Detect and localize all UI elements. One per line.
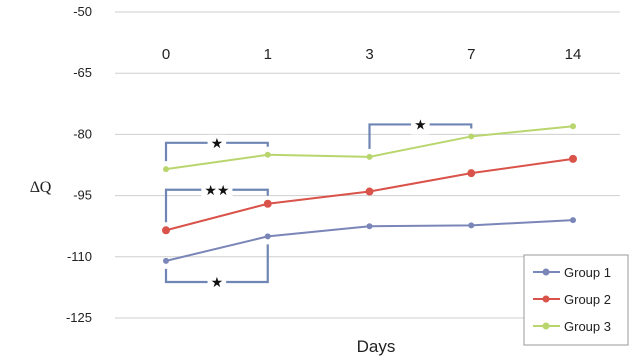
data-point xyxy=(570,123,576,130)
x-axis-ticks: 0 1 3 7 14 xyxy=(162,46,582,63)
gridlines xyxy=(115,11,620,319)
y-tick-label: -95 xyxy=(73,188,92,203)
star-backing xyxy=(411,116,430,135)
y-tick-label: -110 xyxy=(67,249,92,264)
star-backing xyxy=(201,181,233,200)
legend-entry: Group 2 xyxy=(564,292,611,307)
significance-star: ★ xyxy=(211,136,224,152)
x-tick-label: 1 xyxy=(264,46,272,63)
y-tick-label: -125 xyxy=(66,310,92,325)
data-point xyxy=(570,217,576,224)
star-backing xyxy=(207,274,227,292)
x-axis-label: Days xyxy=(357,337,396,356)
legend-swatch-marker xyxy=(542,295,550,303)
y-tick-label: -65 xyxy=(73,65,92,80)
data-point xyxy=(569,154,577,163)
star-backing xyxy=(207,134,227,153)
legend-swatch-marker xyxy=(542,268,550,276)
data-point xyxy=(163,257,169,264)
x-tick-label: 14 xyxy=(565,46,582,63)
data-point xyxy=(366,223,373,230)
data-point xyxy=(467,169,476,178)
series-lines xyxy=(162,123,577,264)
data-point xyxy=(264,151,271,158)
y-tick-label: -80 xyxy=(73,126,92,141)
legend: Group 1 Group 2 Group 3 xyxy=(523,254,629,346)
data-point xyxy=(162,226,170,235)
significance-star: ★ xyxy=(211,275,224,291)
significance-brackets: ★★★★★ xyxy=(164,116,473,292)
y-axis-ticks: -50 -65 -80 -95 -110 -125 xyxy=(66,4,92,325)
y-axis-label: ∆Q xyxy=(30,179,52,196)
legend-swatch-marker xyxy=(542,322,550,330)
x-tick-label: 0 xyxy=(162,46,170,63)
significance-star: ★★ xyxy=(204,183,229,199)
data-point xyxy=(163,166,169,173)
significance-star: ★ xyxy=(414,117,427,133)
data-point xyxy=(264,233,271,240)
data-point xyxy=(365,187,374,196)
data-point xyxy=(468,222,475,229)
x-tick-label: 3 xyxy=(365,46,373,63)
y-tick-label: -50 xyxy=(73,4,92,19)
x-tick-label: 7 xyxy=(467,46,475,63)
data-point xyxy=(468,133,475,140)
data-point xyxy=(263,199,272,208)
legend-entry: Group 3 xyxy=(564,319,611,334)
data-point xyxy=(366,153,373,160)
legend-entry: Group 1 xyxy=(564,265,611,280)
